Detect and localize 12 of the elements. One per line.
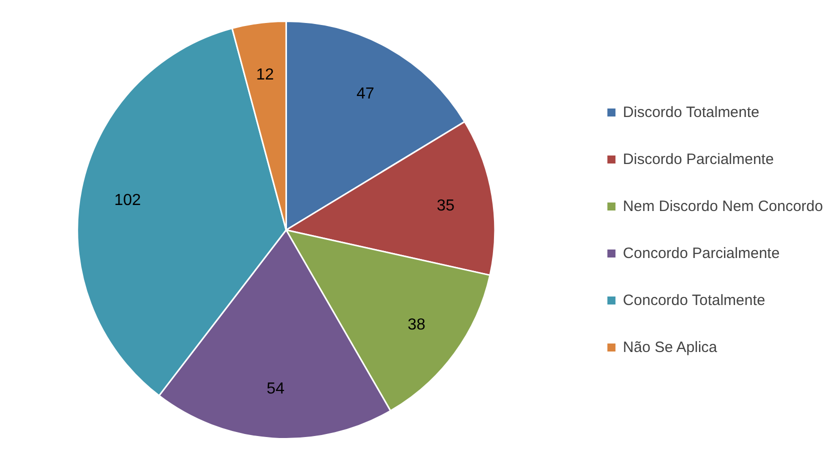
data-label: 38	[408, 316, 426, 334]
data-label: 47	[356, 85, 374, 102]
legend-label: Concordo Totalmente	[622, 292, 766, 308]
legend-label: Concordo Parcialmente	[622, 244, 780, 262]
data-label: 102	[114, 192, 142, 210]
legend-label: Discordo Parcialmente	[622, 150, 774, 168]
data-label: 35	[436, 197, 455, 214]
legend-label: Discordo Totalmente	[622, 104, 760, 120]
legend-label: Nem Discordo Nem Concordo	[622, 198, 823, 214]
data-label: 54	[266, 380, 285, 398]
data-label: 12	[256, 66, 274, 84]
legend-label: Não Se Aplica	[622, 338, 718, 356]
